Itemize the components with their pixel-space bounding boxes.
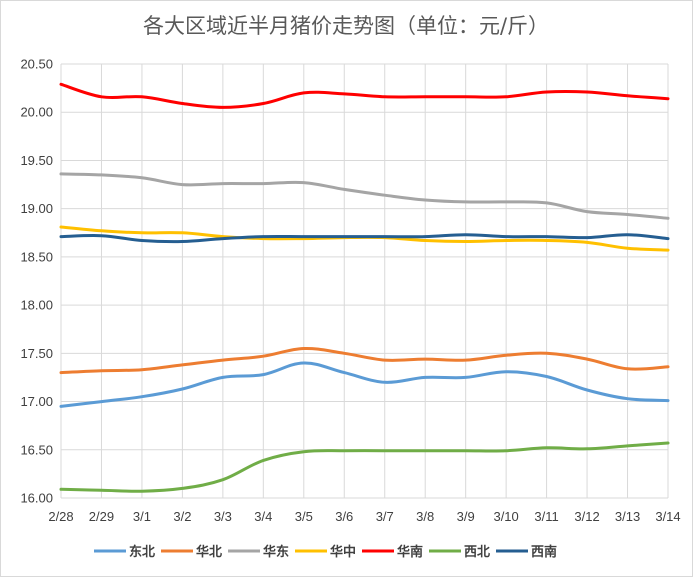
- y-axis-tick-labels: 16.00 16.50 17.00 17.50 18.00 18.50 19.00 19.50…: [20, 57, 53, 506]
- x-tick-label: 3/2: [173, 509, 191, 524]
- y-tick-label: 19.50: [20, 153, 53, 168]
- series-line-2: [59, 172, 670, 220]
- y-tick-label: 17.50: [20, 346, 53, 361]
- series-line-4: [59, 82, 670, 109]
- y-tick-label: 20.00: [20, 105, 53, 120]
- legend-label: 西北: [464, 545, 490, 560]
- x-tick-label: 2/29: [89, 509, 114, 524]
- series-lines: [59, 82, 670, 493]
- chart-title: 各大区域近半月猪价走势图（单位：元/斤）: [143, 14, 549, 38]
- x-tick-label: 3/12: [574, 509, 599, 524]
- legend-label: 华中: [330, 544, 356, 560]
- x-tick-label: 3/6: [335, 509, 353, 524]
- y-tick-label: 16.00: [20, 491, 53, 506]
- y-tick-label: 16.50: [20, 442, 53, 457]
- y-tick-label: 20.50: [20, 57, 53, 72]
- y-tick-label: 17.00: [20, 394, 53, 409]
- y-tick-label: 18.00: [20, 298, 53, 313]
- x-tick-label: 3/3: [214, 509, 232, 524]
- x-tick-label: 3/9: [457, 509, 475, 524]
- grid-lines: [60, 63, 669, 499]
- x-tick-label: 3/11: [534, 509, 558, 524]
- x-tick-label: 3/4: [254, 509, 272, 524]
- y-tick-label: 18.50: [20, 249, 53, 264]
- series-line-6: [59, 233, 670, 244]
- x-tick-label: 2/28: [48, 509, 73, 524]
- series-line-0: [59, 361, 670, 408]
- legend-label: 华东: [263, 544, 289, 560]
- x-tick-label: 3/14: [655, 509, 680, 524]
- series-line-5: [59, 441, 670, 493]
- x-tick-label: 3/10: [493, 509, 518, 524]
- x-tick-label: 3/8: [416, 509, 434, 524]
- x-tick-label: 3/13: [615, 509, 640, 524]
- y-tick-label: 19.00: [20, 201, 53, 216]
- x-tick-label: 3/1: [133, 509, 151, 524]
- legend-label: 东北: [129, 544, 155, 560]
- legend-label: 西南: [531, 544, 557, 560]
- legend-label: 华北: [196, 544, 222, 560]
- series-line-1: [59, 346, 670, 375]
- x-tick-label: 3/5: [295, 509, 313, 524]
- x-axis-tick-labels: 2/28 2/29 3/1 3/2 3/3 3/4 3/5 3/6 3/7 3/8 3/9 3/10 3…: [48, 509, 680, 524]
- legend: 东北 华北 华东 华中 华南 西北 西南: [94, 544, 557, 560]
- legend-label: 华南: [397, 544, 423, 560]
- x-tick-label: 3/7: [376, 509, 394, 524]
